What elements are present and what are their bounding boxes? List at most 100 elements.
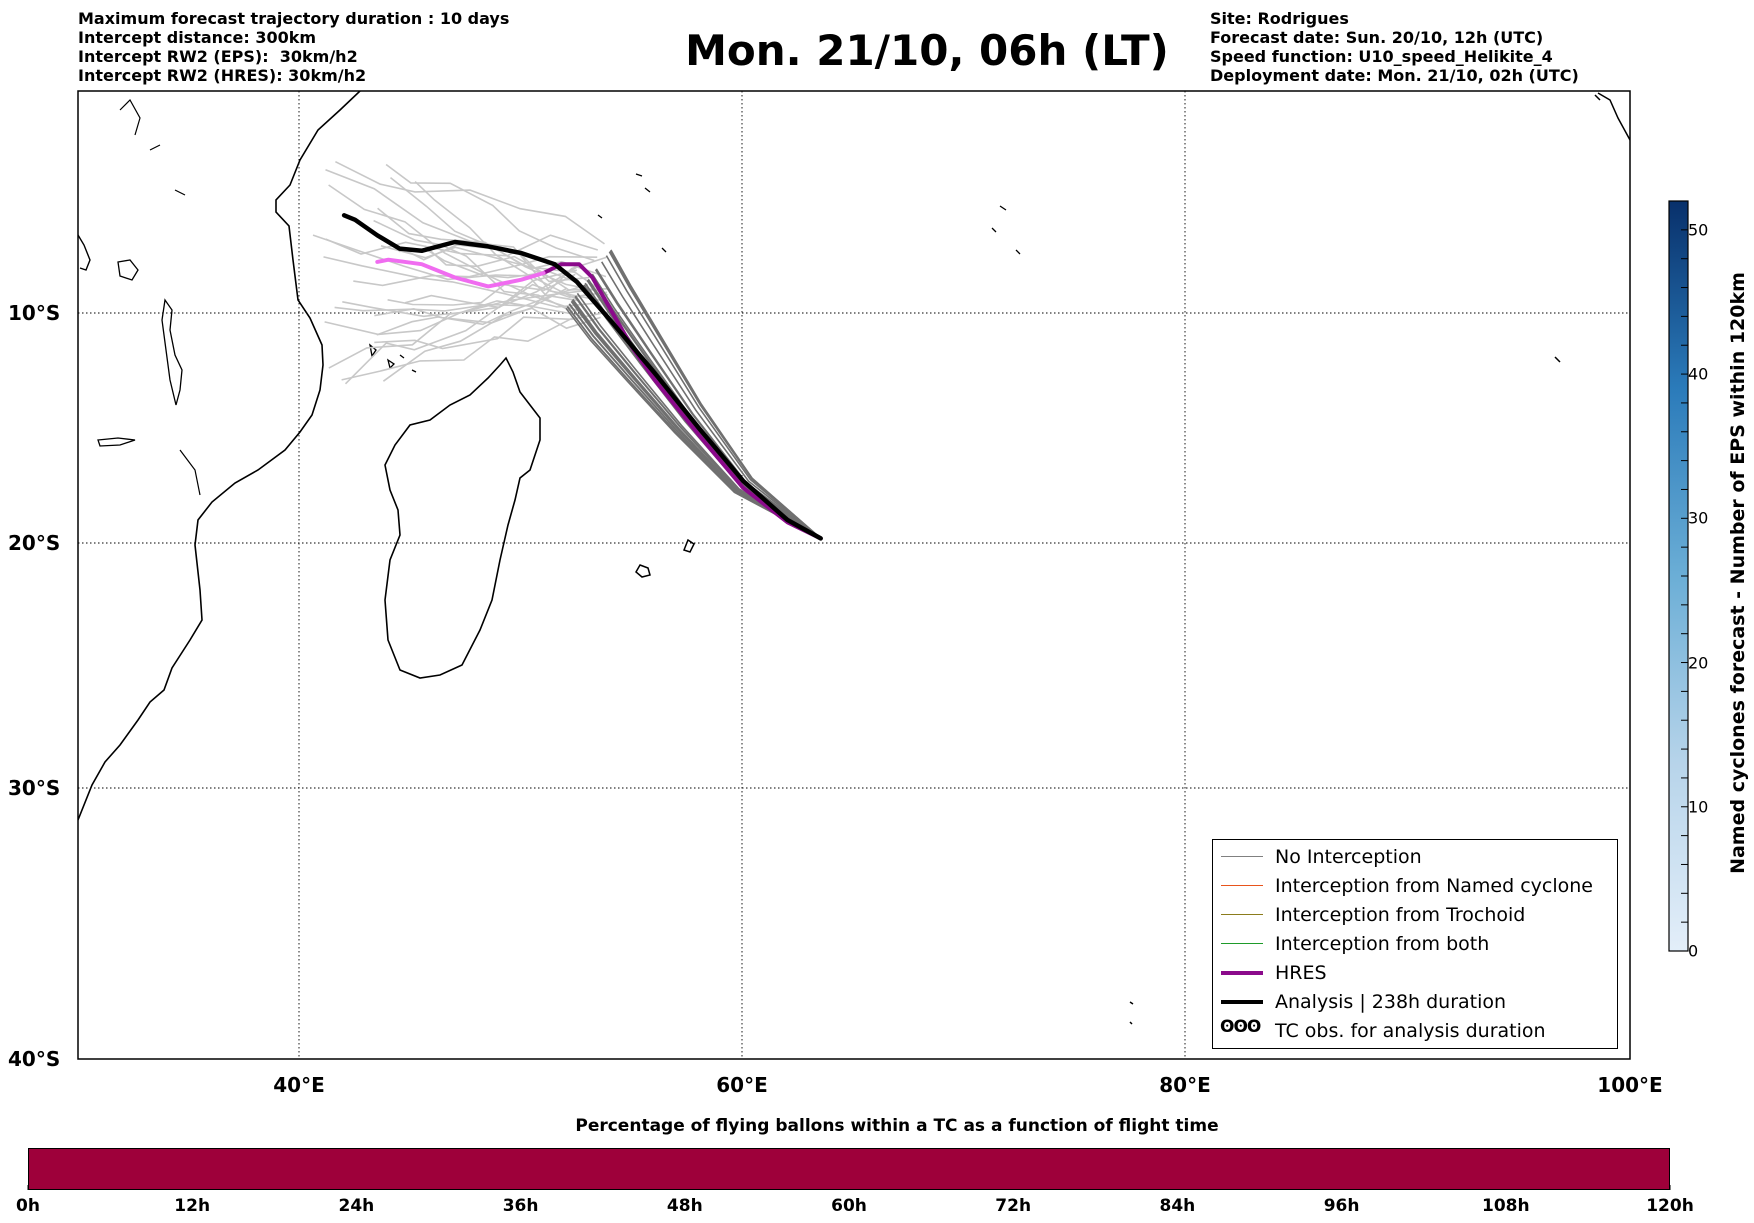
colorbar-tick: 10	[1688, 797, 1709, 817]
eps-trajectory-line	[572, 298, 822, 540]
eps-trajectory-line	[374, 307, 601, 330]
header-right-line: Site: Rodrigues	[1210, 9, 1349, 28]
legend-label: Interception from Named cyclone	[1275, 875, 1593, 897]
colorbar-tick: 50	[1688, 220, 1709, 240]
bottom-bar-tick-label: 0h	[16, 1196, 40, 1216]
eps-trajectory-line	[574, 296, 822, 540]
legend-label: TC obs. for analysis duration	[1275, 1020, 1546, 1042]
header-left: Maximum forecast trajectory duration : 1…	[78, 9, 509, 85]
bottom-bar-tick-label: 48h	[666, 1196, 703, 1216]
mauritius-island	[683, 538, 695, 553]
eps-trajectory-line	[387, 273, 576, 306]
colorbar-label: Named cyclones forecast - Number of EPS …	[1727, 272, 1749, 874]
bottom-bar-title: Percentage of flying ballons within a TC…	[575, 1116, 1219, 1136]
lake-small	[179, 449, 201, 496]
header-right-line: Speed function: U10_speed_Helikite_4	[1210, 47, 1553, 66]
legend-item-both: Interception from both	[1213, 930, 1617, 958]
eps-colorbar-ticks	[1681, 200, 1688, 952]
legend-item-tc-obs: ʘʘʘ TC obs. for analysis duration	[1213, 1017, 1617, 1045]
legend: No Interception Interception from Named …	[1212, 839, 1618, 1049]
eps-trajectory-line	[373, 219, 574, 313]
bottom-percentage-bar	[28, 1148, 1670, 1190]
cyclone-symbol-icon: ʘʘʘ	[1220, 1017, 1261, 1037]
header-left-line: Intercept RW2 (EPS): 30km/h2	[78, 47, 358, 66]
legend-item-hres: HRES	[1213, 959, 1617, 987]
header-left-line: Intercept distance: 300km	[78, 28, 317, 47]
series-line-hres-extension-	[375, 257, 546, 289]
bottom-bar-tick-label: 60h	[831, 1196, 867, 1216]
page-title: Mon. 21/10, 06h (LT)	[685, 26, 1169, 75]
eps-trajectory-line	[334, 287, 568, 312]
lake-tanganyika	[161, 298, 183, 406]
eps-trajectory-line	[609, 250, 822, 540]
main-trajectories	[341, 213, 823, 541]
lat-label-40s: 40°S	[8, 1047, 60, 1071]
lon-label-40e: 40°E	[273, 1073, 325, 1097]
legend-swatch	[1221, 1000, 1263, 1004]
legend-label: No Interception	[1275, 846, 1422, 868]
eps-trajectory-line	[382, 256, 607, 382]
eps-trajectory-line	[377, 207, 599, 292]
gridlines	[78, 91, 1630, 1059]
colorbar-tick: 20	[1688, 653, 1709, 673]
eps-trajectory-line	[565, 307, 822, 540]
eps-trajectory-line	[344, 269, 577, 385]
colorbar-tick: 40	[1688, 364, 1709, 384]
header-right-line: Deployment date: Mon. 21/10, 02h (UTC)	[1210, 66, 1579, 85]
lat-label-30s: 30°S	[8, 776, 60, 800]
eps-trajectory-line	[335, 160, 605, 245]
bottom-bar-tick-label: 36h	[502, 1196, 539, 1216]
eps-trajectory-line	[568, 303, 822, 540]
legend-label: HRES	[1275, 962, 1327, 984]
eps-trajectory-line	[328, 184, 582, 313]
header-right-line: Forecast date: Sun. 20/10, 12h (UTC)	[1210, 28, 1544, 47]
far-east-islands	[1129, 92, 1630, 1025]
eps-trajectory-line	[601, 261, 822, 540]
africa-coastline	[78, 91, 361, 821]
lon-label-100e: 100°E	[1597, 1073, 1662, 1097]
lake-victoria	[117, 259, 139, 281]
bottom-bar-tick-label: 96h	[1323, 1196, 1360, 1216]
bottom-bar-tick-label: 108h	[1482, 1196, 1530, 1216]
header-left-line: Intercept RW2 (HRES): 30km/h2	[78, 66, 367, 85]
colorbar-tick: 30	[1688, 508, 1709, 528]
bottom-bar-tick-label: 12h	[174, 1196, 211, 1216]
legend-swatch	[1221, 885, 1263, 886]
legend-item-named-cyclone: Interception from Named cyclone	[1213, 872, 1617, 900]
legend-label: Interception from both	[1275, 933, 1490, 955]
colorbar-tick: 0	[1688, 941, 1699, 961]
legend-item-analysis: Analysis | 238h duration	[1213, 988, 1617, 1016]
legend-item-no-interception: No Interception	[1213, 843, 1617, 871]
eps-trajectory-line	[323, 256, 599, 308]
lake-malawi	[97, 437, 136, 447]
legend-label: Analysis | 238h duration	[1275, 991, 1507, 1013]
eps-trajectory-line	[385, 163, 595, 262]
trajectory-layer	[312, 160, 823, 541]
bottom-bar-tick-label: 120h	[1646, 1196, 1694, 1216]
eps-trajectory-line	[341, 316, 575, 381]
legend-swatch	[1221, 971, 1263, 975]
bottom-bar-tick-label: 24h	[338, 1196, 375, 1216]
legend-label: Interception from Trochoid	[1275, 904, 1526, 926]
lon-label-80e: 80°E	[1159, 1073, 1211, 1097]
lat-label-20s: 20°S	[8, 531, 60, 555]
madagascar-coastline	[384, 356, 541, 679]
bottom-bar-tick-label: 84h	[1159, 1196, 1196, 1216]
series-line-analysis-238h-duration	[341, 213, 823, 541]
comoros-islands	[369, 343, 417, 373]
bottom-bar-tick-label: 72h	[995, 1196, 1032, 1216]
seychelles-islands	[597, 173, 1021, 255]
arabia-coast	[78, 234, 91, 271]
lon-label-60e: 60°E	[716, 1073, 768, 1097]
legend-item-trochoid: Interception from Trochoid	[1213, 901, 1617, 929]
eps-trajectory-line	[424, 245, 608, 291]
lat-label-10s: 10°S	[8, 301, 60, 325]
header-right: Site: Rodrigues Forecast date: Sun. 20/1…	[1210, 9, 1579, 85]
reunion-island	[635, 564, 651, 578]
legend-swatch	[1221, 856, 1263, 857]
inland-water-top	[119, 99, 186, 196]
legend-swatch	[1221, 914, 1263, 915]
legend-swatch	[1221, 943, 1263, 944]
eps-trajectory-line	[380, 245, 607, 278]
eps-trajectory-line	[605, 255, 822, 540]
